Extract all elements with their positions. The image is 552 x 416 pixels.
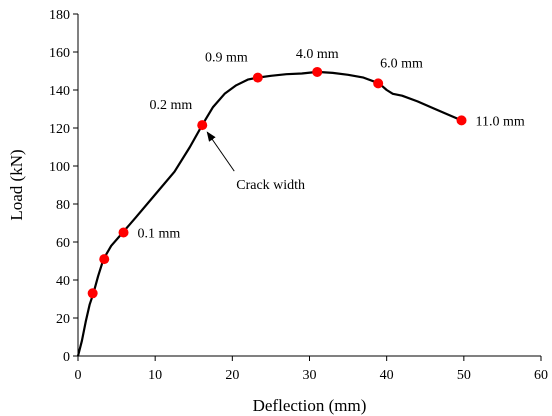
y-tick-label: 0: [63, 350, 70, 365]
load-deflection-curve: [76, 70, 462, 357]
x-tick-label: 40: [380, 368, 394, 383]
y-tick-label: 100: [49, 160, 70, 175]
x-tick-label: 60: [534, 368, 548, 383]
x-tick-label: 50: [457, 368, 471, 383]
crack-width-marker: [312, 66, 323, 77]
crack-width-marker: [197, 120, 208, 131]
y-tick-label: 140: [49, 84, 70, 99]
crack-width-marker: [118, 227, 129, 238]
x-tick-label: 10: [148, 368, 162, 383]
crack-width-callout: Crack width: [206, 131, 305, 193]
crack-width-marker: [99, 254, 110, 265]
callout-arrow: [206, 131, 235, 172]
y-tick-label: 180: [49, 8, 70, 23]
y-tick-label: 60: [56, 236, 70, 251]
x-tick-label: 30: [303, 368, 317, 383]
y-tick-label: 120: [49, 122, 70, 137]
x-tick-label: 20: [225, 368, 239, 383]
crack-width-markers: [87, 66, 467, 299]
crack-width-label: 6.0 mm: [380, 56, 423, 71]
crack-width-marker: [456, 115, 467, 126]
y-tick-label: 40: [56, 274, 70, 289]
y-tick-label: 160: [49, 46, 70, 61]
y-tick-label: 80: [56, 198, 70, 213]
crack-width-label: 0.9 mm: [205, 51, 248, 66]
x-axis-ticks: 0 10 20 30 40 50 60: [75, 356, 548, 383]
callout-label: Crack width: [236, 178, 305, 193]
crack-width-marker: [252, 72, 263, 83]
crack-width-label: 0.1 mm: [138, 227, 181, 242]
x-axis-title: Deflection (mm): [253, 396, 367, 415]
y-axis-ticks: 0 20 40 60 80 100 120 140 160 180: [49, 8, 78, 365]
crack-width-label: 11.0 mm: [476, 114, 525, 129]
crack-width-labels: 0.1 mm 0.2 mm 0.9 mm 4.0 mm 6.0 mm 11.0 mm: [138, 47, 525, 242]
crack-width-label: 0.2 mm: [149, 98, 192, 113]
y-tick-label: 20: [56, 312, 70, 327]
crack-width-marker: [373, 78, 384, 89]
y-axis-title: Load (kN): [7, 149, 26, 220]
x-tick-label: 0: [75, 368, 82, 383]
crack-width-label: 4.0 mm: [296, 47, 339, 62]
crack-width-marker: [87, 288, 98, 299]
